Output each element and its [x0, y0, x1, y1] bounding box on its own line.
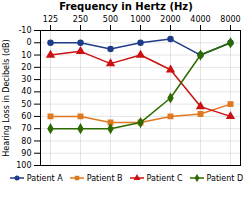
svg-text:70: 70	[21, 124, 31, 133]
html-text:Patient A: Patient A	[26, 173, 63, 183]
svg-text:125: 125	[43, 15, 58, 24]
html-text:Frequency in Hertz (Hz): Frequency in Hertz (Hz)	[59, 1, 193, 12]
svg-text:Hearing Loss in Decibels (dB): Hearing Loss in Decibels (dB)	[2, 39, 11, 156]
svg-text:0: 0	[26, 38, 31, 47]
svg-text:1000: 1000	[130, 15, 150, 24]
svg-text:4000: 4000	[190, 15, 210, 24]
svg-text:30: 30	[21, 75, 31, 84]
svg-text:80: 80	[21, 137, 31, 146]
html-text:Patient B: Patient B	[86, 173, 123, 183]
svg-text:100: 100	[16, 161, 31, 170]
svg-text:2000: 2000	[160, 15, 180, 24]
html-text:Patient C: Patient C	[146, 173, 183, 183]
svg-text:10: 10	[21, 51, 31, 60]
svg-text:250: 250	[73, 15, 88, 24]
svg-text:60: 60	[21, 112, 31, 121]
svg-text:500: 500	[103, 15, 118, 24]
svg-text:90: 90	[21, 149, 31, 158]
svg-text:20: 20	[21, 63, 31, 72]
svg-text:40: 40	[21, 87, 31, 96]
svg-text:50: 50	[21, 100, 31, 109]
svg-text:-10: -10	[18, 26, 31, 35]
svg-text:8000: 8000	[220, 15, 240, 24]
html-text:Patient D: Patient D	[206, 173, 244, 183]
